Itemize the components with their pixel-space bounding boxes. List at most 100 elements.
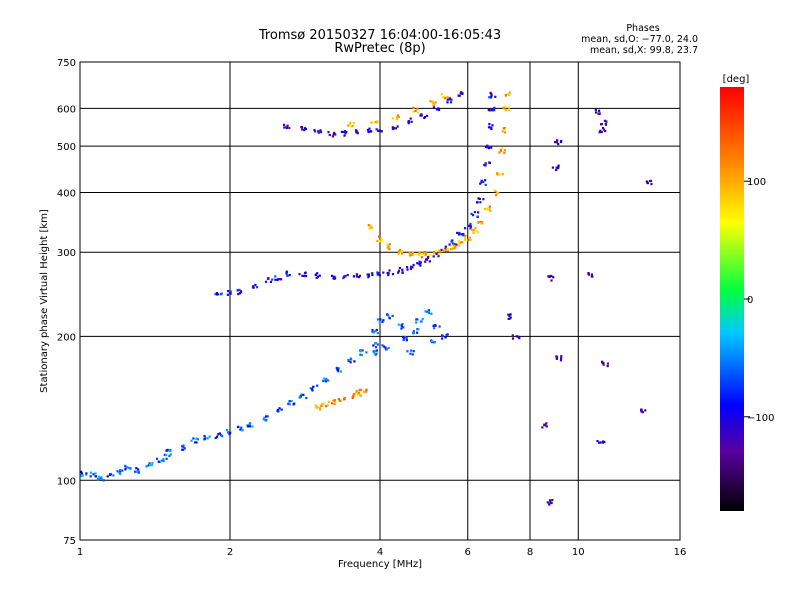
data-point	[482, 180, 485, 183]
data-point	[229, 431, 232, 434]
data-point	[182, 444, 185, 447]
data-point	[304, 271, 307, 274]
data-point	[459, 241, 462, 244]
data-point	[238, 292, 241, 295]
data-point	[503, 151, 506, 154]
data-point	[119, 469, 122, 472]
data-point	[555, 357, 558, 360]
data-point	[451, 247, 454, 250]
data-point	[255, 286, 259, 289]
data-point	[388, 243, 391, 246]
data-point	[343, 134, 346, 137]
legend-line-o: mean, sd,O: −77.0, 24.0	[581, 34, 698, 45]
data-point	[315, 276, 318, 279]
data-point	[602, 440, 605, 443]
data-point	[479, 182, 482, 185]
data-point	[480, 181, 483, 184]
data-point	[464, 227, 467, 230]
data-point	[645, 180, 648, 183]
data-point	[155, 457, 159, 460]
data-point	[387, 346, 390, 350]
data-point	[483, 163, 486, 167]
data-point	[424, 253, 427, 256]
data-point	[432, 251, 436, 254]
data-point	[473, 211, 476, 214]
data-point	[168, 454, 171, 457]
data-point	[89, 475, 92, 478]
data-point	[496, 173, 499, 176]
legend-line-x: mean, sd,X: 99.8, 23.7	[590, 45, 698, 56]
data-point	[344, 132, 347, 135]
data-point	[288, 126, 291, 130]
data-point	[134, 470, 137, 473]
data-point	[555, 168, 558, 172]
data-point	[391, 273, 395, 276]
data-point	[420, 252, 423, 255]
data-point	[646, 182, 649, 185]
data-point	[409, 267, 412, 270]
data-point	[324, 380, 328, 383]
data-point	[236, 289, 239, 292]
data-point	[490, 109, 493, 112]
data-point	[501, 147, 504, 150]
data-point	[373, 352, 376, 355]
data-point	[157, 460, 160, 463]
data-point	[475, 230, 478, 233]
data-point	[468, 236, 471, 239]
data-point	[502, 127, 506, 130]
data-point	[457, 94, 460, 97]
data-point	[371, 329, 374, 332]
data-point	[478, 220, 481, 224]
data-point	[603, 440, 606, 444]
data-point	[226, 293, 229, 296]
data-point	[412, 349, 415, 353]
data-point	[435, 108, 438, 111]
data-point	[446, 248, 449, 251]
data-point	[541, 426, 544, 429]
data-point	[396, 125, 399, 128]
data-point	[457, 240, 460, 243]
data-point	[398, 266, 401, 270]
data-point	[409, 254, 412, 257]
data-point	[441, 334, 444, 337]
data-point	[314, 273, 318, 276]
data-point	[478, 197, 481, 200]
data-point	[550, 501, 553, 505]
data-point	[598, 131, 601, 134]
data-point	[356, 131, 359, 134]
data-point	[420, 114, 423, 117]
data-point	[397, 116, 400, 119]
data-point	[380, 237, 383, 240]
data-point	[239, 428, 242, 431]
data-point	[339, 370, 343, 373]
data-point	[359, 350, 362, 353]
data-point	[398, 250, 401, 253]
data-point	[247, 425, 250, 428]
data-point	[414, 109, 417, 112]
data-point	[327, 131, 330, 134]
data-point	[388, 317, 391, 320]
data-point	[400, 327, 403, 330]
data-point	[124, 464, 127, 467]
data-point	[252, 285, 255, 288]
colorbar-tick-label: 0	[747, 295, 753, 306]
data-point	[220, 292, 223, 295]
data-point	[378, 239, 381, 242]
data-point	[351, 396, 354, 399]
data-point	[385, 348, 388, 351]
data-point	[203, 438, 206, 441]
data-point	[411, 266, 414, 269]
data-point	[477, 211, 480, 214]
data-point	[190, 439, 193, 442]
data-point	[412, 330, 415, 333]
data-point	[548, 503, 551, 506]
data-point	[357, 391, 360, 394]
data-point	[421, 317, 424, 321]
data-point	[517, 335, 520, 339]
data-point	[160, 459, 163, 462]
data-point	[327, 379, 330, 382]
data-point	[332, 133, 335, 136]
data-point	[288, 274, 291, 277]
data-point	[169, 450, 172, 453]
data-point	[135, 470, 138, 473]
